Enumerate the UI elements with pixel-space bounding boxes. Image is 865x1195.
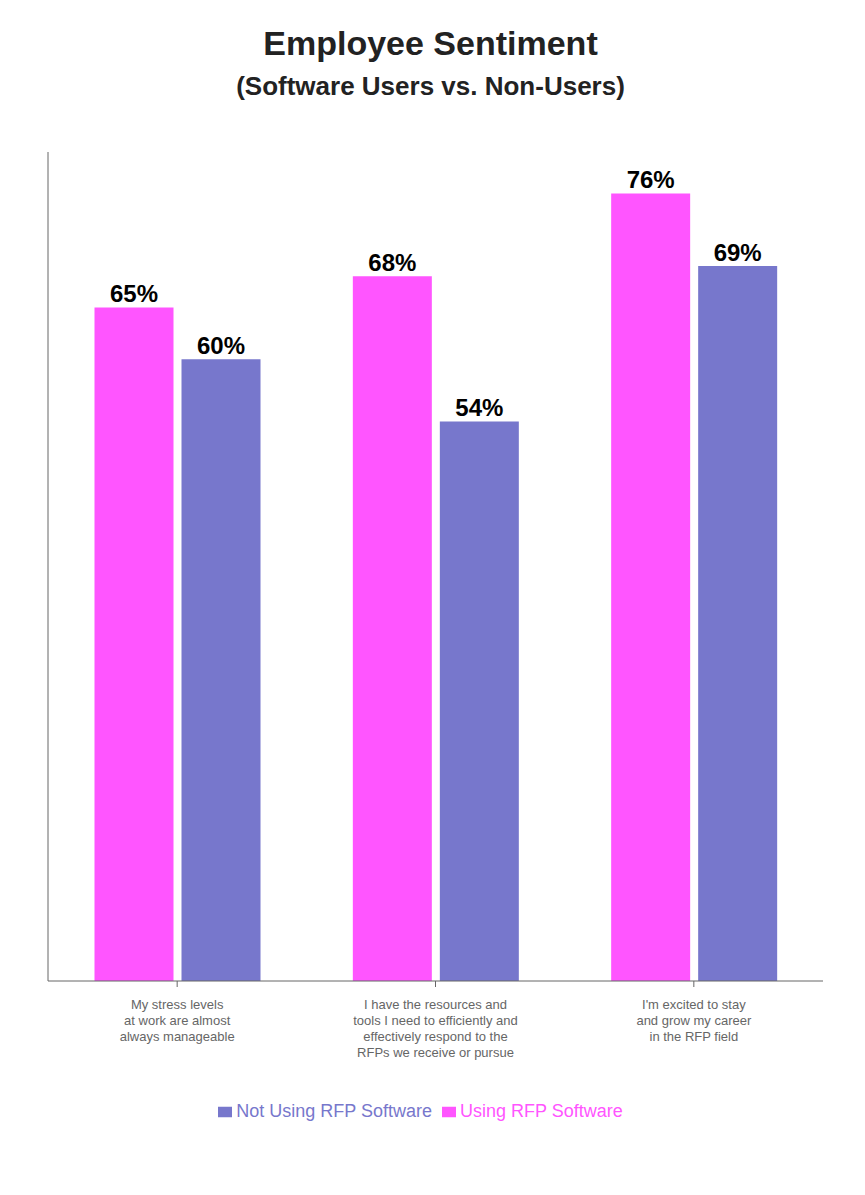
svg-text:I'm excited to stayand grow my: I'm excited to stayand grow my careerin … bbox=[636, 997, 752, 1044]
svg-text:68%: 68% bbox=[368, 249, 416, 276]
svg-text:54%: 54% bbox=[455, 394, 503, 421]
svg-text:My stress levelsat work are al: My stress levelsat work are almostalways… bbox=[120, 997, 235, 1044]
svg-text:76%: 76% bbox=[627, 166, 675, 193]
svg-text:I have the resources andtools: I have the resources andtools I need to … bbox=[353, 997, 518, 1060]
html-text:Not Using RFP Software: Not Using RFP Software bbox=[236, 1101, 432, 1121]
svg-text:65%: 65% bbox=[110, 280, 158, 307]
svg-text:69%: 69% bbox=[714, 239, 762, 266]
svg-text:60%: 60% bbox=[197, 332, 245, 359]
html-text:Employee Sentiment: Employee Sentiment bbox=[263, 24, 598, 62]
html-text:Using RFP Software: Using RFP Software bbox=[460, 1101, 623, 1121]
html-text:(Software Users vs. Non-Users): (Software Users vs. Non-Users) bbox=[236, 71, 625, 101]
